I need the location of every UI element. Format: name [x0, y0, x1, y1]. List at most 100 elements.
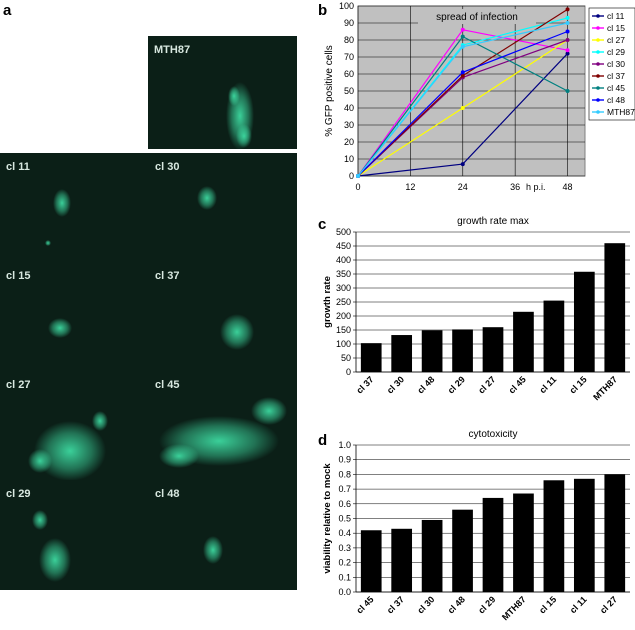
legend-marker — [596, 74, 600, 78]
infection-focus — [236, 124, 252, 148]
micrograph-cl48: cl 48 — [149, 480, 297, 590]
legend-label: cl 27 — [607, 35, 625, 45]
y-tick-label: 0.9 — [338, 455, 351, 465]
y-tick-label: 450 — [336, 241, 351, 251]
bar — [482, 497, 504, 592]
bar — [604, 243, 626, 372]
micrograph-cl11-image — [45, 189, 71, 246]
data-point — [565, 89, 570, 93]
y-tick-label: 250 — [336, 297, 351, 307]
x-tick-label: 48 — [563, 182, 573, 192]
bar — [604, 474, 626, 592]
y-tick-label: 0.7 — [338, 484, 351, 494]
x-tick-label: cl 11 — [537, 374, 558, 395]
data-point — [356, 174, 360, 178]
micrograph-mth87: MTH87 — [148, 36, 297, 149]
data-point — [565, 7, 570, 12]
bar — [543, 300, 565, 372]
infection-focus — [92, 411, 108, 431]
x-tick-label: cl 37 — [354, 374, 375, 395]
cytotoxicity-chart: cytotoxicity 0.0 0.1 0.2 0.3 0.4 0.5 0.6 0.7 0.8 0… — [322, 430, 630, 622]
data-point — [565, 15, 570, 20]
y-tick-label: 500 — [336, 227, 351, 237]
infection-focus — [251, 397, 287, 425]
legend-marker — [596, 38, 600, 42]
x-tick-label: cl 27 — [476, 374, 497, 395]
y-axis-label: growth rate — [322, 276, 333, 328]
y-tick-label: 50 — [344, 86, 354, 96]
x-tick-label: 0 — [355, 182, 360, 192]
legend-marker — [596, 26, 600, 30]
x-tick-label: cl 48 — [415, 374, 436, 395]
panel-d-letter: d — [318, 432, 328, 449]
bar — [452, 329, 473, 372]
data-point — [460, 70, 465, 75]
infection-focus — [34, 421, 106, 480]
y-tick-label: 0.3 — [338, 543, 351, 553]
micrograph-cl29-image — [32, 510, 71, 582]
x-axis-label: h p.i. — [526, 182, 546, 192]
y-tick-label: 200 — [336, 311, 351, 321]
legend-marker — [596, 110, 600, 114]
y-tick-label: 10 — [344, 154, 354, 164]
infection-focus — [28, 449, 52, 473]
x-tick-label: cl 15 — [568, 374, 589, 395]
legend-label: cl 48 — [607, 95, 625, 105]
x-tick-label: cl 45 — [354, 594, 375, 615]
micrograph-cl29: cl 29 — [0, 480, 149, 590]
micrograph-label: MTH87 — [154, 44, 191, 56]
x-tick-label: MTH87 — [500, 594, 528, 622]
micrograph-cl45-image — [159, 397, 287, 468]
y-axis-label: viability relative to mock — [322, 463, 333, 574]
y-tick-label: 0.1 — [338, 572, 351, 582]
micrograph-cl15: cl 15 — [0, 262, 149, 371]
y-tick-label: 90 — [344, 18, 354, 28]
y-tick-label: 400 — [336, 255, 351, 265]
x-tick-label: 24 — [458, 182, 468, 192]
y-tick-label: 100 — [339, 1, 354, 11]
bar — [391, 335, 413, 372]
infection-focus — [32, 510, 48, 530]
micrograph-cl37-image — [220, 314, 254, 350]
chart-title: spread of infection — [436, 12, 518, 23]
infection-focus — [228, 86, 240, 106]
legend-label: cl 15 — [607, 23, 625, 33]
legend-marker — [596, 14, 600, 18]
micrograph-cl27-image — [28, 411, 108, 480]
micrograph-label: cl 11 — [6, 161, 30, 173]
micrograph-cl48-image — [203, 536, 223, 564]
x-tick-label: cl 27 — [598, 594, 619, 615]
data-point — [460, 44, 465, 49]
bar — [573, 271, 595, 372]
micrograph-cl37: cl 37 — [149, 262, 297, 371]
legend-label: cl 45 — [607, 83, 625, 93]
x-tick-label: cl 15 — [537, 594, 558, 615]
data-point — [565, 38, 570, 42]
infection-focus — [203, 536, 223, 564]
micrograph-cl30: cl 30 — [149, 153, 297, 262]
y-tick-label: 50 — [341, 353, 351, 363]
data-point — [565, 51, 570, 56]
micrograph-label: cl 15 — [6, 270, 31, 282]
micrograph-label: cl 27 — [6, 379, 31, 391]
legend-marker — [596, 62, 600, 66]
bar — [573, 478, 595, 592]
micrograph-cl15-image — [48, 318, 72, 338]
data-point — [460, 106, 465, 110]
micrograph-label: cl 29 — [6, 488, 31, 500]
y-tick-label: 0.8 — [338, 469, 351, 479]
y-tick-label: 350 — [336, 269, 351, 279]
x-tick-label: cl 48 — [446, 594, 467, 615]
data-point — [460, 34, 465, 39]
y-tick-label: 0.4 — [338, 528, 351, 538]
bar — [543, 480, 565, 592]
y-tick-label: 0 — [349, 171, 354, 181]
infection-focus — [197, 186, 217, 210]
title-box — [418, 9, 536, 24]
micrograph-cl30-image — [197, 186, 217, 210]
legend-label: cl 30 — [607, 59, 625, 69]
data-point — [460, 162, 465, 167]
infection-focus — [220, 314, 254, 350]
micrograph-label: cl 45 — [155, 379, 180, 391]
x-tick-label: MTH87 — [591, 374, 619, 402]
